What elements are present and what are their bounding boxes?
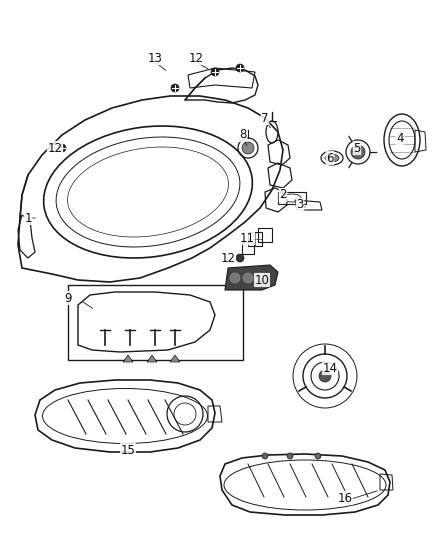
Circle shape: [255, 273, 265, 283]
Circle shape: [211, 68, 219, 76]
Text: 6: 6: [326, 151, 334, 165]
Bar: [248, 232, 262, 246]
Text: 8: 8: [239, 128, 247, 141]
Text: 11: 11: [240, 231, 254, 245]
Bar: [258, 228, 272, 242]
Text: 12: 12: [188, 52, 204, 64]
Text: 10: 10: [254, 273, 269, 287]
Polygon shape: [147, 355, 157, 362]
Circle shape: [351, 145, 365, 159]
Text: 3: 3: [297, 198, 304, 212]
Text: 12: 12: [220, 252, 236, 264]
Text: 13: 13: [148, 52, 162, 64]
Text: 1: 1: [24, 212, 32, 224]
Text: 9: 9: [64, 292, 72, 304]
Circle shape: [319, 370, 331, 382]
Circle shape: [243, 273, 253, 283]
Circle shape: [262, 453, 268, 459]
Circle shape: [236, 254, 244, 262]
Circle shape: [58, 144, 66, 152]
Text: 14: 14: [322, 361, 338, 375]
Text: 12: 12: [47, 141, 63, 155]
Text: 2: 2: [279, 189, 287, 201]
Polygon shape: [225, 265, 278, 290]
Text: 7: 7: [261, 111, 269, 125]
Bar: [68, 285, 243, 360]
Circle shape: [171, 84, 179, 92]
Circle shape: [315, 453, 321, 459]
Circle shape: [230, 273, 240, 283]
Polygon shape: [170, 355, 180, 362]
Bar: [242, 242, 254, 254]
Circle shape: [287, 453, 293, 459]
Text: 15: 15: [120, 443, 135, 456]
Text: 5: 5: [353, 141, 360, 155]
Circle shape: [236, 64, 244, 72]
Ellipse shape: [325, 154, 339, 162]
Text: 16: 16: [338, 491, 353, 505]
Bar: [278, 192, 306, 204]
Circle shape: [242, 142, 254, 154]
Polygon shape: [123, 355, 133, 362]
Text: 4: 4: [396, 132, 404, 144]
